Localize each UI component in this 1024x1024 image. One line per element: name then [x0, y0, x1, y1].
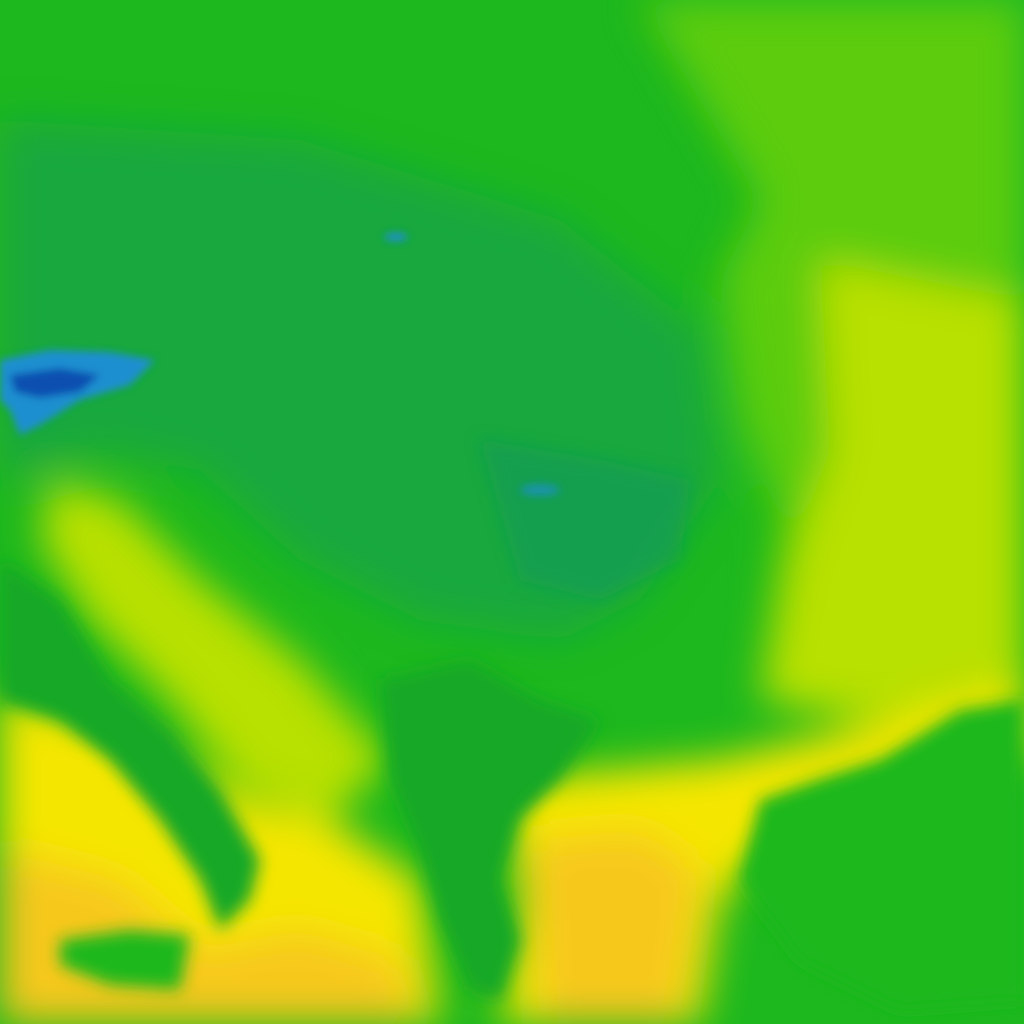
balkan-highland: [480, 440, 690, 600]
land-features: [0, 440, 1024, 1010]
aegean-hot-zone: [530, 830, 700, 1024]
balkan-south-land: [380, 660, 600, 1000]
adriatic-sea-zone: [40, 480, 390, 820]
italy-peninsula: [0, 560, 260, 930]
alpine-cold-spots: [0, 233, 560, 496]
sicily: [60, 930, 190, 990]
east-yellow-green-zone: [760, 260, 1024, 720]
rila-cold-spot: [520, 484, 560, 496]
tatra-cold-spot: [384, 233, 408, 241]
anatolia-land: [740, 700, 1024, 1010]
alps-coldest-core: [10, 368, 100, 398]
